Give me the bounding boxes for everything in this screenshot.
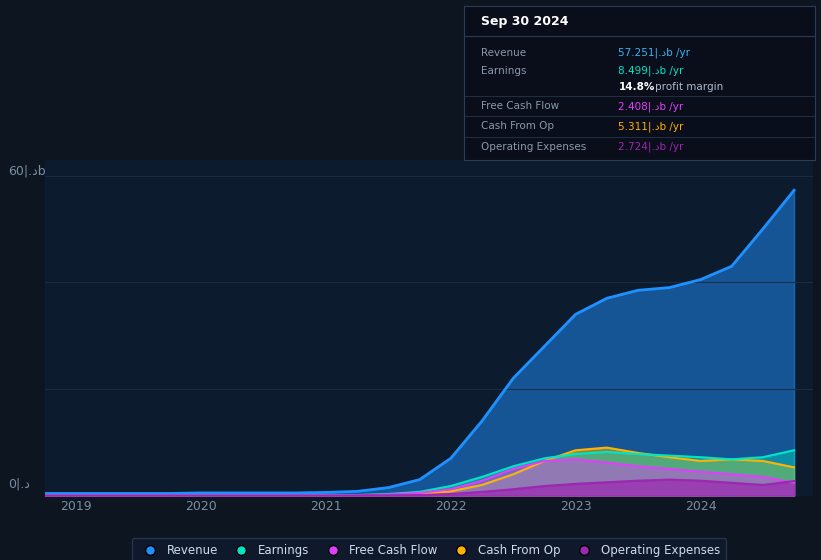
- Legend: Revenue, Earnings, Free Cash Flow, Cash From Op, Operating Expenses: Revenue, Earnings, Free Cash Flow, Cash …: [131, 538, 727, 560]
- Text: Earnings: Earnings: [481, 66, 527, 76]
- Text: 0|.د: 0|.د: [8, 478, 30, 491]
- Text: 2.724|.دb /yr: 2.724|.دb /yr: [618, 141, 684, 152]
- Text: profit margin: profit margin: [655, 82, 723, 92]
- Text: 14.8%: 14.8%: [618, 82, 655, 92]
- Text: 8.499|.دb /yr: 8.499|.دb /yr: [618, 66, 684, 76]
- Text: Free Cash Flow: Free Cash Flow: [481, 101, 560, 111]
- Text: 57.251|.دb /yr: 57.251|.دb /yr: [618, 48, 690, 58]
- Text: Sep 30 2024: Sep 30 2024: [481, 15, 569, 27]
- Text: Operating Expenses: Operating Expenses: [481, 142, 587, 152]
- Text: 5.311|.دb /yr: 5.311|.دb /yr: [618, 122, 684, 132]
- Text: Cash From Op: Cash From Op: [481, 122, 554, 132]
- Text: Revenue: Revenue: [481, 48, 526, 58]
- Text: 60|.دb: 60|.دb: [8, 164, 46, 178]
- Text: 2.408|.دb /yr: 2.408|.دb /yr: [618, 101, 684, 112]
